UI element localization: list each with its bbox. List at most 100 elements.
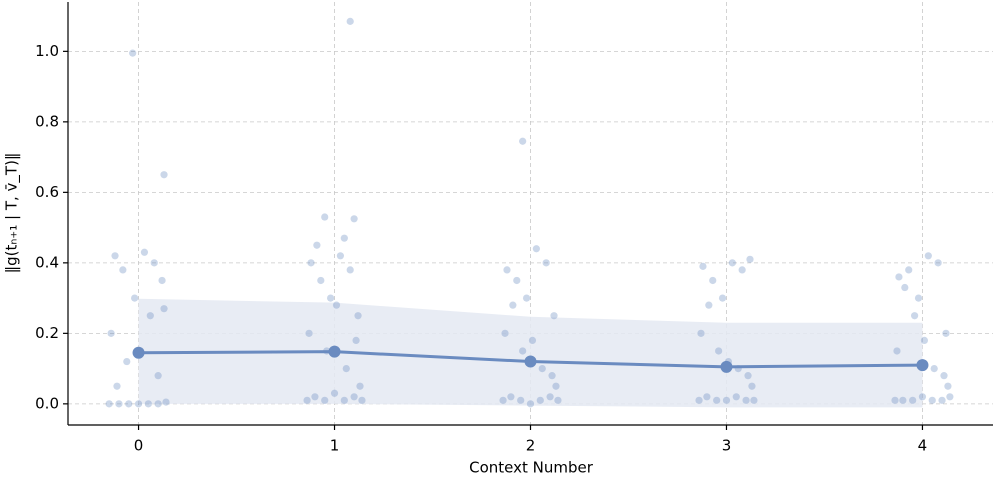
data-point: [160, 305, 168, 313]
x-tick-label: 0: [134, 437, 144, 455]
data-point: [350, 393, 358, 401]
data-point: [934, 259, 942, 267]
data-point: [317, 276, 325, 285]
data-point: [526, 400, 535, 408]
data-point: [695, 396, 703, 404]
data-point: [946, 393, 954, 401]
x-tick-label: 2: [526, 437, 536, 455]
y-tick-label: 0.6: [35, 183, 59, 201]
data-point: [327, 294, 335, 302]
data-point: [699, 262, 707, 270]
data-point: [160, 171, 168, 179]
data-point: [305, 329, 313, 337]
data-point: [891, 396, 899, 404]
data-point: [499, 396, 507, 404]
data-point: [528, 336, 537, 344]
data-point: [548, 372, 556, 380]
mean-marker: [328, 345, 341, 358]
data-point: [340, 396, 348, 404]
data-point: [517, 396, 525, 404]
data-point: [352, 336, 360, 344]
x-tick-label: 4: [918, 437, 928, 455]
data-point: [503, 266, 511, 274]
data-point: [307, 259, 315, 267]
data-point: [150, 259, 158, 267]
data-point: [732, 393, 740, 401]
data-point: [722, 396, 731, 404]
data-point: [924, 252, 932, 260]
data-point: [928, 396, 936, 404]
x-axis-label: Context Number: [469, 459, 594, 477]
data-point: [350, 215, 358, 223]
data-point: [744, 372, 752, 380]
data-point: [546, 393, 554, 401]
data-point: [728, 259, 736, 267]
mean-marker: [720, 360, 733, 373]
data-point: [113, 382, 121, 390]
data-point: [709, 276, 717, 285]
data-point: [354, 312, 362, 320]
y-tick-label: 0.0: [35, 394, 59, 412]
data-point: [905, 266, 913, 274]
data-point: [895, 273, 903, 281]
data-point: [311, 393, 319, 401]
data-point: [119, 266, 127, 274]
data-point: [718, 294, 727, 302]
data-point: [356, 382, 364, 390]
data-point: [742, 396, 750, 404]
data-point: [522, 294, 531, 302]
data-point: [538, 365, 546, 373]
data-point: [552, 382, 560, 390]
mean-marker: [524, 355, 537, 368]
data-point: [332, 301, 341, 309]
data-point: [342, 365, 350, 373]
data-point: [703, 393, 711, 401]
data-point: [303, 396, 311, 404]
data-point: [330, 389, 339, 397]
data-point: [938, 396, 946, 404]
data-point: [746, 255, 754, 263]
data-point: [909, 396, 917, 404]
data-point: [313, 241, 321, 249]
data-point: [340, 234, 348, 242]
data-point: [321, 213, 329, 221]
data-point: [893, 347, 901, 355]
y-axis-label: ‖g(tₙ₊₁ | T, v̄_T)‖: [3, 153, 22, 274]
data-point: [750, 396, 758, 404]
data-point: [105, 400, 113, 408]
data-point: [346, 17, 354, 25]
data-point: [899, 396, 907, 404]
data-point: [123, 357, 131, 366]
data-point: [509, 301, 517, 309]
data-point: [125, 400, 133, 408]
data-point: [944, 382, 952, 390]
data-point: [346, 266, 354, 274]
y-tick-label: 0.2: [35, 324, 59, 342]
data-point: [914, 294, 923, 302]
data-point: [713, 396, 721, 404]
data-point: [519, 137, 527, 145]
data-point: [321, 396, 329, 404]
y-tick-label: 1.0: [35, 42, 59, 60]
data-point: [542, 259, 550, 267]
data-point: [358, 396, 366, 404]
data-point: [162, 398, 170, 406]
data-point: [111, 252, 119, 260]
data-point: [911, 312, 919, 320]
data-point: [336, 252, 345, 260]
data-point: [146, 312, 154, 320]
data-point: [501, 329, 509, 337]
data-point: [940, 372, 948, 380]
data-point: [697, 329, 705, 337]
y-tick-label: 0.4: [35, 253, 59, 271]
y-tick-label: 0.8: [35, 112, 59, 130]
data-point: [507, 393, 515, 401]
data-point: [144, 400, 152, 408]
data-point: [550, 312, 558, 320]
data-point: [107, 329, 115, 337]
data-point: [129, 49, 137, 57]
data-point: [158, 276, 166, 285]
data-point: [519, 347, 527, 355]
data-point: [901, 283, 909, 292]
